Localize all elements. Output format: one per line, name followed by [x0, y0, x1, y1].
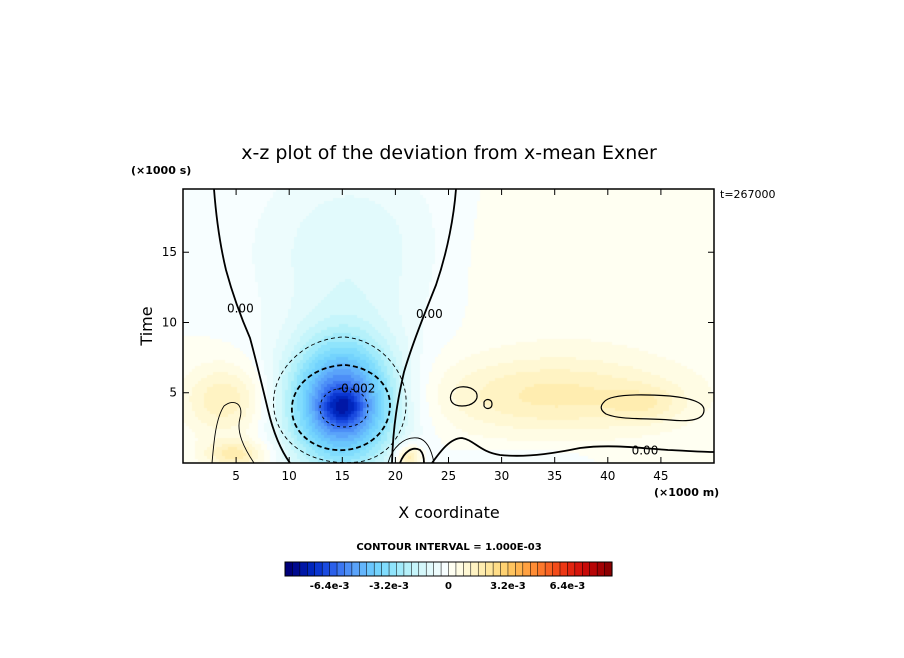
colorbar-swatch [574, 561, 583, 577]
pos-contour-small-loop [449, 386, 478, 407]
y-tick-label: 10 [162, 315, 177, 329]
y-tick-label: 15 [162, 245, 177, 259]
contour-lines [211, 189, 714, 463]
x-tick-label: 40 [600, 469, 615, 483]
pos-contour-base-outer [387, 437, 435, 463]
y-axis-ticks: 5 10 15 [162, 245, 714, 400]
x-tick-label: 5 [232, 469, 240, 483]
colorbar-swatch [411, 561, 420, 577]
colorbar-swatch [596, 561, 606, 577]
colorbar [284, 561, 613, 577]
colorbar-swatch [396, 561, 405, 577]
colorbar-swatch [440, 561, 450, 577]
colorbar-swatch [373, 561, 383, 577]
x-axis-ticks: 5 10 15 20 25 30 35 40 45 [232, 189, 669, 483]
colorbar-swatch [515, 561, 524, 577]
contour-label: 0.00 [416, 307, 443, 321]
x-tick-label: 35 [547, 469, 562, 483]
colorbar-swatch [366, 561, 375, 577]
pos-contour-left [211, 402, 255, 463]
x-tick-label: 15 [335, 469, 350, 483]
colorbar-tick-label: 0 [445, 581, 452, 592]
contour-label: 0.00 [632, 443, 659, 457]
colorbar-swatch [455, 561, 464, 577]
colorbar-swatch [359, 561, 368, 577]
colorbar-swatch [307, 561, 316, 577]
colorbar-swatch [530, 561, 539, 577]
pos-contour-right-loop [600, 394, 705, 422]
colorbar-swatch [314, 561, 323, 577]
colorbar-swatch [492, 561, 502, 577]
colorbar-tick-label: -6.4e-3 [310, 581, 350, 592]
colorbar-swatch [589, 561, 598, 577]
colorbar-swatch [284, 561, 293, 577]
colorbar-frame [284, 561, 613, 577]
colorbar-swatch [559, 561, 568, 577]
neg-contour-outer [273, 336, 407, 463]
contour-label-layer: 0.00 0.00 -0.002 0.00 [227, 301, 659, 457]
x-tick-label: 30 [494, 469, 509, 483]
colorbar-swatch [522, 561, 531, 577]
neg-contour-inner [291, 364, 391, 451]
colorbar-swatch [292, 561, 301, 577]
pos-contour-base-inner [399, 447, 425, 463]
colorbar-swatch [477, 561, 487, 577]
field-image [183, 189, 714, 463]
colorbar-swatch [403, 561, 412, 577]
colorbar-swatch [433, 561, 442, 577]
colorbar-swatch [582, 561, 591, 577]
colorbar-swatch [321, 561, 331, 577]
colorbar-tick-label: 3.2e-3 [490, 581, 526, 592]
colorbar-swatch [344, 561, 353, 577]
y-unit-label: (×1000 s) [131, 164, 191, 177]
colorbar-swatch [537, 561, 546, 577]
colorbar-swatch [567, 561, 576, 577]
colorbar-ticks: -6.4e-3 -3.2e-3 0 3.2e-3 6.4e-3 [310, 581, 586, 592]
x-axis-label: X coordinate [398, 503, 499, 522]
colorbar-swatch [500, 561, 509, 577]
chart-title: x-z plot of the deviation from x-mean Ex… [241, 142, 657, 164]
colorbar-swatch [544, 561, 554, 577]
colorbar-swatch [381, 561, 390, 577]
colorbar-swatch [418, 561, 427, 577]
zero-contour-right [391, 189, 457, 463]
contour-interval-text: CONTOUR INTERVAL = 1.000E-03 [356, 542, 541, 553]
colorbar-swatch [507, 561, 516, 577]
pos-contour-dot [483, 398, 493, 410]
colorbar-swatch [448, 561, 457, 577]
colorbar-swatch [552, 561, 561, 577]
colorbar-swatch [351, 561, 360, 577]
zero-contour-left [213, 189, 291, 463]
time-stamp: t=267000 [720, 188, 776, 201]
pos-contour-hump [431, 437, 714, 463]
colorbar-swatch [329, 561, 338, 577]
colorbar-swatch [485, 561, 494, 577]
colorbar-tick-label: -3.2e-3 [369, 581, 409, 592]
colorbar-swatch [604, 561, 613, 577]
colorbar-swatch [388, 561, 398, 577]
x-tick-label: 45 [653, 469, 668, 483]
x-tick-label: 25 [441, 469, 456, 483]
colorbar-swatch [470, 561, 479, 577]
contour-label: -0.002 [337, 382, 376, 396]
neg-contour-core [319, 387, 369, 428]
x-unit-label: (×1000 m) [654, 486, 719, 499]
x-tick-label: 10 [282, 469, 297, 483]
contour-label: 0.00 [227, 301, 254, 315]
field-layer [183, 189, 714, 463]
x-tick-label: 20 [388, 469, 403, 483]
colorbar-swatch [425, 561, 435, 577]
colorbar-swatch [463, 561, 472, 577]
colorbar-swatch [336, 561, 346, 577]
colorbar-swatch [299, 561, 308, 577]
y-axis-label: Time [137, 306, 156, 346]
colorbar-tick-label: 6.4e-3 [550, 581, 586, 592]
y-tick-label: 5 [169, 386, 177, 400]
